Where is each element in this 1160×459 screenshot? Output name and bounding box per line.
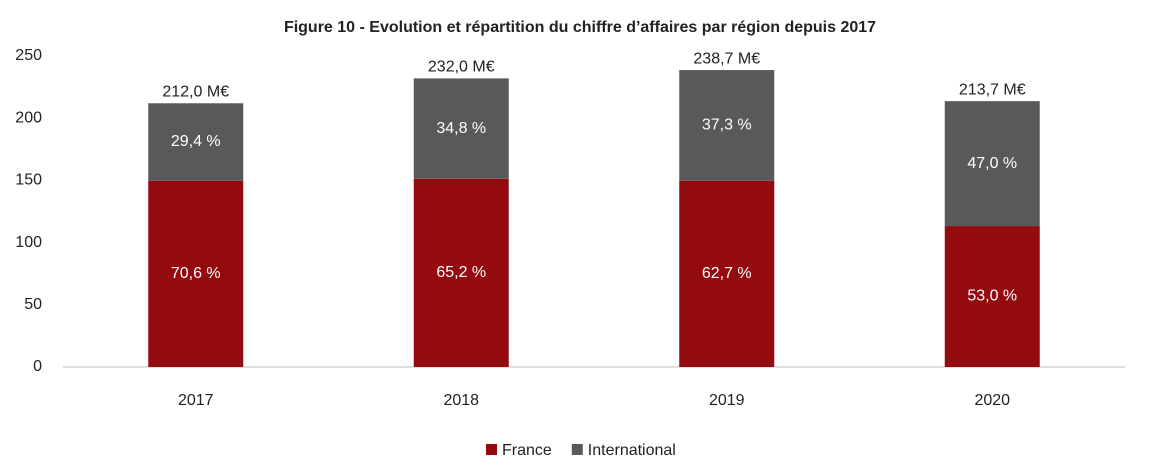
share-label: 70,6 % bbox=[171, 265, 221, 282]
y-tick-label: 150 bbox=[15, 172, 42, 189]
x-tick-label: 2020 bbox=[974, 392, 1010, 409]
total-label: 213,7 M€ bbox=[959, 81, 1026, 98]
share-label: 53,0 % bbox=[967, 288, 1017, 305]
legend-label: France bbox=[502, 442, 552, 459]
total-label: 232,0 M€ bbox=[428, 59, 495, 76]
bar-segment bbox=[413, 178, 509, 367]
bar-segment bbox=[944, 226, 1040, 367]
y-tick-label: 200 bbox=[15, 109, 42, 126]
bar-segment bbox=[148, 103, 244, 181]
y-tick-label: 250 bbox=[15, 47, 42, 64]
bar-segment bbox=[679, 180, 775, 367]
share-label: 37,3 % bbox=[702, 117, 752, 134]
chart-title: Figure 10 - Evolution et répartition du … bbox=[284, 19, 876, 36]
total-label: 238,7 M€ bbox=[693, 50, 760, 67]
share-label: 62,7 % bbox=[702, 265, 752, 282]
total-label: 212,0 M€ bbox=[162, 83, 229, 100]
y-tick-label: 0 bbox=[33, 358, 42, 375]
bar-segment bbox=[944, 101, 1040, 227]
bar-segment bbox=[679, 70, 775, 181]
share-label: 47,0 % bbox=[967, 155, 1017, 172]
legend-swatch bbox=[486, 444, 497, 455]
x-tick-label: 2019 bbox=[709, 392, 745, 409]
x-tick-label: 2017 bbox=[178, 392, 214, 409]
y-tick-label: 50 bbox=[24, 296, 42, 313]
legend-swatch bbox=[571, 444, 583, 455]
legend-label: International bbox=[588, 442, 676, 459]
share-label: 34,8 % bbox=[436, 120, 486, 137]
share-label: 65,2 % bbox=[436, 264, 486, 281]
bar-segment bbox=[148, 180, 244, 367]
y-tick-label: 100 bbox=[15, 234, 42, 251]
bar-segment bbox=[413, 78, 509, 179]
x-tick-label: 2018 bbox=[443, 392, 479, 409]
share-label: 29,4 % bbox=[171, 133, 221, 150]
